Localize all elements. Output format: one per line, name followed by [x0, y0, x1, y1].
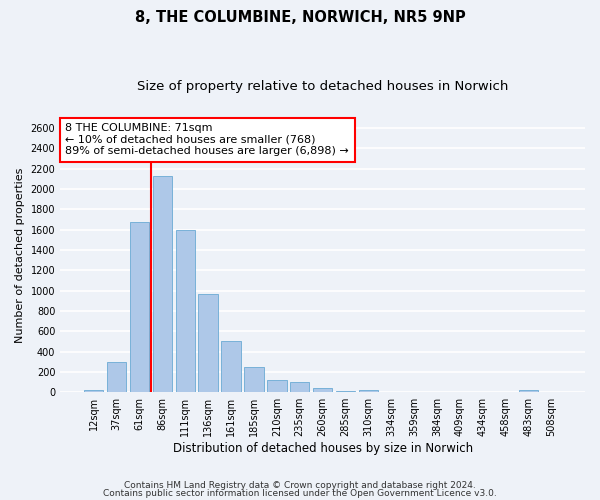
Bar	[336, 391, 355, 392]
Bar	[107, 362, 127, 392]
X-axis label: Distribution of detached houses by size in Norwich: Distribution of detached houses by size …	[173, 442, 473, 455]
Bar	[152, 176, 172, 392]
Text: 8 THE COLUMBINE: 71sqm
← 10% of detached houses are smaller (768)
89% of semi-de: 8 THE COLUMBINE: 71sqm ← 10% of detached…	[65, 124, 349, 156]
Bar	[84, 390, 103, 392]
Bar	[130, 222, 149, 392]
Text: Contains public sector information licensed under the Open Government Licence v3: Contains public sector information licen…	[103, 488, 497, 498]
Bar	[267, 380, 287, 392]
Bar	[244, 367, 263, 392]
Text: 8, THE COLUMBINE, NORWICH, NR5 9NP: 8, THE COLUMBINE, NORWICH, NR5 9NP	[134, 10, 466, 25]
Title: Size of property relative to detached houses in Norwich: Size of property relative to detached ho…	[137, 80, 508, 93]
Text: Contains HM Land Registry data © Crown copyright and database right 2024.: Contains HM Land Registry data © Crown c…	[124, 481, 476, 490]
Bar	[176, 230, 195, 392]
Bar	[313, 388, 332, 392]
Bar	[359, 390, 378, 392]
Bar	[519, 390, 538, 392]
Bar	[199, 294, 218, 392]
Y-axis label: Number of detached properties: Number of detached properties	[15, 168, 25, 342]
Bar	[290, 382, 310, 392]
Bar	[221, 342, 241, 392]
